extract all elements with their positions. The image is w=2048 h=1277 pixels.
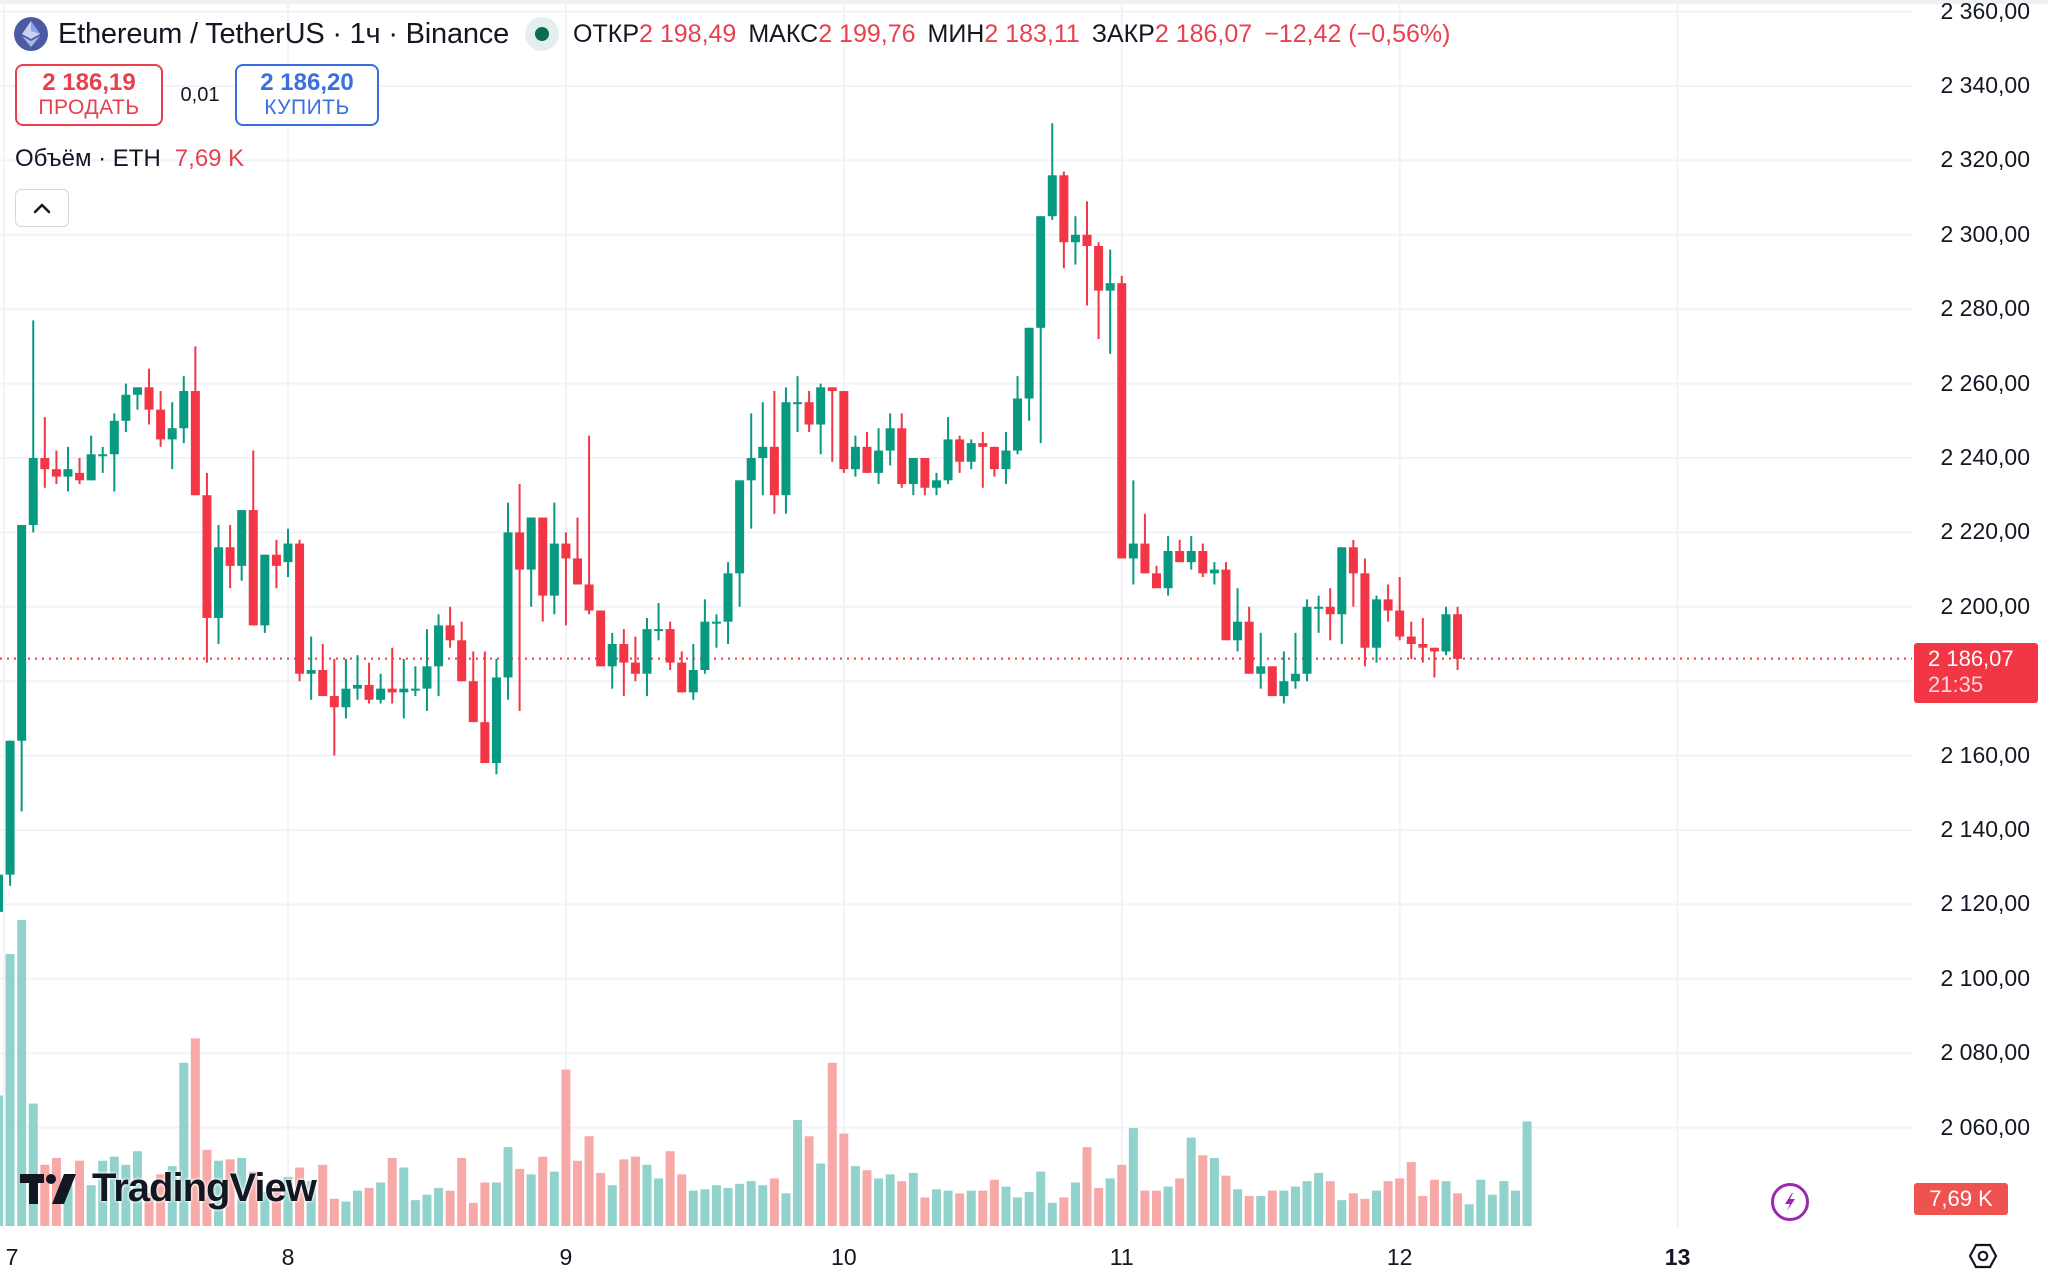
price-axis-label: 2 220,00: [1940, 518, 2030, 545]
tradingview-logo[interactable]: TradingView: [20, 1166, 317, 1211]
price-axis-label: 2 060,00: [1940, 1113, 2030, 1140]
high-label: МАКС: [748, 19, 819, 48]
spread-value: 0,01: [180, 83, 220, 106]
price-axis-label: 2 100,00: [1940, 964, 2030, 991]
tradingview-logo-icon: [20, 1173, 76, 1204]
time-axis-label: 11: [1109, 1244, 1134, 1270]
close-label: ЗАКР: [1091, 19, 1155, 48]
buy-button[interactable]: 2 186,20 КУПИТЬ: [235, 64, 379, 126]
chevron-up-icon: [33, 203, 51, 213]
last-price-value: 2 186,07: [1928, 646, 2014, 671]
time-axis-label: 10: [831, 1244, 857, 1270]
volume-legend-label: Объём · ETH: [15, 145, 161, 172]
price-axis-label: 2 280,00: [1940, 295, 2030, 322]
ethereum-icon: [14, 17, 48, 51]
price-axis-label: 2 360,00: [1940, 0, 2030, 24]
price-axis-label: 2 200,00: [1940, 592, 2030, 619]
price-axis-label: 2 160,00: [1940, 741, 2030, 768]
collapse-legend-button[interactable]: [15, 189, 69, 227]
low-value: 2 183,11: [984, 19, 1080, 48]
quick-trade-button[interactable]: [1771, 1183, 1809, 1221]
price-axis-label: 2 080,00: [1940, 1039, 2030, 1066]
time-axis-label: 13: [1664, 1244, 1691, 1270]
open-label: ОТКР: [573, 19, 640, 48]
low-label: МИН: [927, 19, 985, 48]
market-status-indicator[interactable]: [525, 17, 560, 51]
sell-price: 2 186,19: [42, 69, 136, 96]
window-top-edge: [0, 0, 2048, 4]
price-axis-label: 2 260,00: [1940, 369, 2030, 396]
buy-label: КУПИТЬ: [264, 96, 350, 119]
settings-hexagon-icon: [1968, 1243, 1998, 1269]
bar-countdown: 21:35: [1928, 672, 1984, 697]
price-axis-label: 2 300,00: [1940, 220, 2030, 247]
close-value: 2 186,07: [1154, 19, 1253, 48]
symbol-title[interactable]: Ethereum / TetherUS · 1ч · Binance: [58, 17, 510, 50]
price-change: −12,42 (−0,56%): [1264, 19, 1451, 48]
sell-label: ПРОДАТЬ: [38, 96, 140, 119]
volume-legend[interactable]: Объём · ETH 7,69 K: [15, 145, 244, 173]
price-axis-label: 2 240,00: [1940, 444, 2030, 470]
price-axis-label: 2 120,00: [1940, 890, 2030, 917]
sell-button[interactable]: 2 186,19 ПРОДАТЬ: [15, 64, 163, 126]
volume-tag: 7,69 K: [1914, 1183, 2008, 1215]
time-axis-label: 8: [281, 1244, 295, 1270]
lightning-icon: [1785, 1193, 1795, 1211]
chart-settings-button[interactable]: [1966, 1240, 2000, 1272]
market-open-dot-icon: [535, 27, 550, 41]
time-axis-label: 7: [5, 1244, 19, 1270]
open-value: 2 198,49: [639, 19, 737, 48]
price-axis-label: 2 340,00: [1940, 72, 2030, 98]
buy-price: 2 186,20: [260, 69, 354, 96]
tradingview-wordmark: TradingView: [92, 1166, 317, 1210]
last-price-tag: 2 186,07 21:35: [1914, 643, 2038, 703]
trade-panel: 2 186,19 ПРОДАТЬ 0,01 2 186,20 КУПИТЬ: [15, 64, 379, 126]
price-axis-label: 2 140,00: [1940, 816, 2030, 842]
high-value: 2 199,76: [818, 19, 916, 48]
time-axis-label: 9: [559, 1244, 573, 1270]
price-axis-label: 2 320,00: [1940, 146, 2030, 173]
volume-legend-value: 7,69 K: [174, 145, 245, 172]
time-axis-label: 12: [1386, 1244, 1413, 1270]
symbol-legend: Ethereum / TetherUS · 1ч · Binance ОТКР …: [14, 14, 1450, 54]
